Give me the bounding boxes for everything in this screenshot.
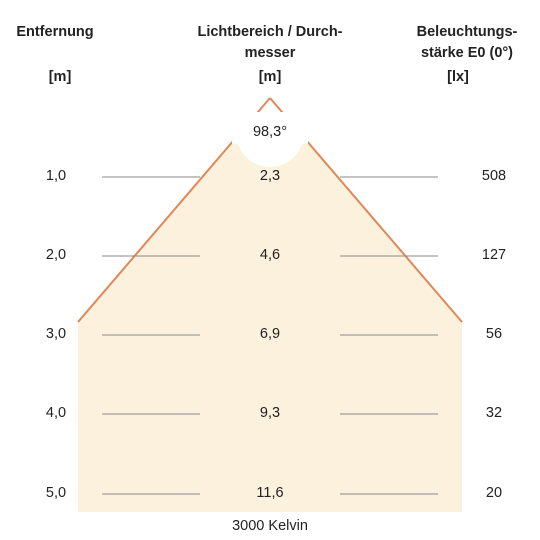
color-temperature-label: 3000 Kelvin bbox=[232, 518, 308, 534]
illuminance-value: 127 bbox=[481, 247, 507, 263]
diameter-header-line1: Lichtbereich / Durch- bbox=[197, 24, 343, 40]
illuminance-header-line2: stärke E0 (0°) bbox=[420, 45, 514, 61]
beam-angle-label: 98,3° bbox=[252, 124, 288, 140]
distance-value: 3,0 bbox=[45, 326, 67, 342]
row-lines bbox=[102, 176, 438, 495]
diameter-header: Lichtbereich / Durch- messer bbox=[180, 22, 360, 64]
distance-header-text: Entfernung bbox=[16, 24, 94, 40]
diameter-value: 2,3 bbox=[259, 168, 281, 184]
diameter-value: 9,3 bbox=[259, 405, 281, 421]
illuminance-value: 20 bbox=[485, 485, 503, 501]
light-cone-area bbox=[78, 98, 462, 512]
distance-value: 2,0 bbox=[45, 247, 67, 263]
illuminance-value: 508 bbox=[481, 168, 507, 184]
distance-header: Entfernung bbox=[0, 22, 110, 43]
diameter-header-line2: messer bbox=[244, 45, 296, 61]
diameter-unit: [m] bbox=[258, 69, 282, 85]
illuminance-value: 32 bbox=[485, 405, 503, 421]
illuminance-header: Beleuchtungs- stärke E0 (0°) bbox=[392, 22, 540, 64]
illuminance-header-line1: Beleuchtungs- bbox=[416, 24, 518, 40]
diameter-value: 4,6 bbox=[259, 247, 281, 263]
distance-unit: [m] bbox=[48, 69, 72, 85]
illuminance-value: 56 bbox=[485, 326, 503, 342]
diameter-value: 6,9 bbox=[259, 326, 281, 342]
angle-mask bbox=[232, 112, 308, 144]
distance-value: 5,0 bbox=[45, 485, 67, 501]
illuminance-unit: [lx] bbox=[447, 69, 469, 85]
diameter-value: 11,6 bbox=[256, 485, 284, 501]
distance-value: 4,0 bbox=[45, 405, 67, 421]
distance-value: 1,0 bbox=[45, 168, 67, 184]
